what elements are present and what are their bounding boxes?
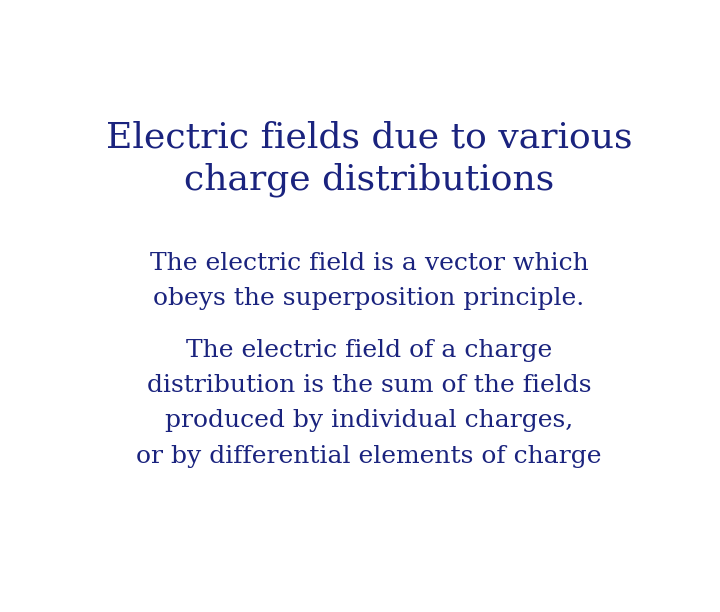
Text: charge distributions: charge distributions (184, 162, 554, 196)
Text: The electric field is a vector which: The electric field is a vector which (150, 252, 588, 275)
Text: Electric fields due to various: Electric fields due to various (106, 120, 632, 154)
Text: or by differential elements of charge: or by differential elements of charge (136, 445, 602, 468)
Text: The electric field of a charge: The electric field of a charge (186, 339, 552, 362)
Text: distribution is the sum of the fields: distribution is the sum of the fields (147, 374, 591, 397)
Text: obeys the superposition principle.: obeys the superposition principle. (153, 287, 585, 310)
Text: produced by individual charges,: produced by individual charges, (165, 409, 573, 433)
